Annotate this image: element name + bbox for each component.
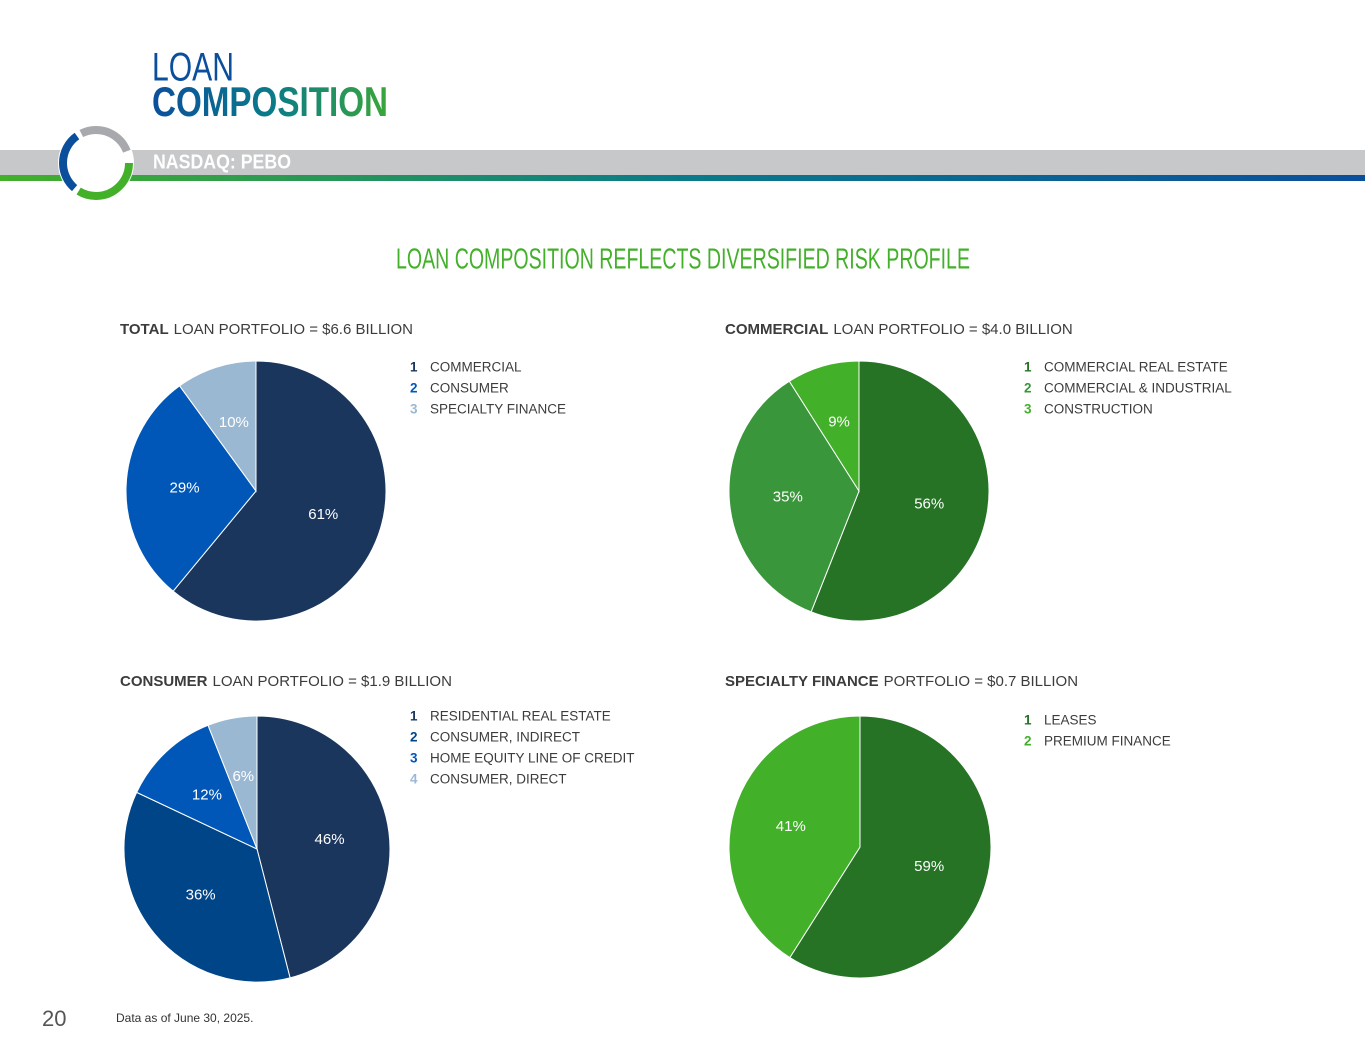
legend-label: CONSUMER, DIRECT: [430, 772, 567, 787]
chart-title: TOTAL LOAN PORTFOLIO = $6.6 BILLION: [120, 321, 413, 338]
value-label: 6%: [232, 768, 254, 785]
value-label: 10%: [219, 414, 249, 431]
value-label: 9%: [828, 413, 850, 430]
chart-title-rest: LOAN PORTFOLIO = $6.6 BILLION: [174, 321, 413, 338]
value-label: 46%: [315, 831, 345, 848]
footnote: Data as of June 30, 2025.: [116, 1011, 253, 1025]
legend-number: 1: [410, 709, 418, 724]
legend-label: CONSUMER, INDIRECT: [430, 730, 580, 745]
value-label: 36%: [186, 887, 216, 904]
legend-number: 1: [1024, 713, 1032, 728]
pie-slice: [728, 715, 861, 959]
legend-label: COMMERCIAL & INDUSTRIAL: [1044, 381, 1232, 396]
legend-label: COMMERCIAL: [430, 360, 522, 375]
chart-title-bold: SPECIALTY FINANCE: [725, 673, 879, 690]
pie-slice: [135, 724, 258, 850]
value-label: 59%: [914, 858, 944, 875]
title-line2: COMPOSITION: [152, 78, 388, 125]
pie-slice: [810, 360, 990, 622]
value-label: 29%: [170, 480, 200, 497]
pie-slice: [789, 715, 992, 979]
value-label: 41%: [776, 818, 806, 835]
logo: [58, 125, 134, 201]
header-line: [0, 175, 1365, 181]
legend-label: SPECIALTY FINANCE: [430, 402, 566, 417]
legend-number: 2: [410, 381, 418, 396]
legend-number: 3: [1024, 402, 1032, 417]
value-label: 35%: [773, 489, 803, 506]
legend-number: 2: [1024, 381, 1032, 396]
legend-number: 3: [410, 751, 418, 766]
chart-title-rest: LOAN PORTFOLIO = $4.0 BILLION: [833, 321, 1072, 338]
pie-slice: [256, 715, 391, 979]
pie-slice: [178, 360, 257, 493]
chart-title-rest: LOAN PORTFOLIO = $1.9 BILLION: [213, 673, 452, 690]
value-label: 56%: [914, 495, 944, 512]
legend-label: COMMERCIAL REAL ESTATE: [1044, 360, 1228, 375]
value-label: 61%: [308, 506, 338, 523]
ticker: NASDAQ: PEBO: [153, 151, 291, 173]
chart-title-bold: COMMERCIAL: [725, 321, 828, 338]
legend-label: CONSTRUCTION: [1044, 402, 1153, 417]
value-label: 12%: [192, 787, 222, 804]
chart-title: COMMERCIAL LOAN PORTFOLIO = $4.0 BILLION: [725, 321, 1073, 338]
page-number: 20: [42, 1006, 66, 1031]
legend-number: 2: [1024, 734, 1032, 749]
pie-slice: [728, 380, 860, 613]
chart-title-rest: PORTFOLIO = $0.7 BILLION: [884, 673, 1078, 690]
pie-slice: [125, 385, 257, 592]
pie-slice: [172, 360, 387, 622]
pie-slice: [788, 360, 860, 493]
chart-title: SPECIALTY FINANCE PORTFOLIO = $0.7 BILLIO…: [725, 673, 1078, 690]
legend-number: 4: [410, 772, 418, 787]
legend-label: HOME EQUITY LINE OF CREDIT: [430, 751, 635, 766]
header-bar: [0, 150, 1365, 175]
legend-label: RESIDENTIAL REAL ESTATE: [430, 709, 611, 724]
legend-number: 2: [410, 730, 418, 745]
subtitle: LOAN COMPOSITION REFLECTS DIVERSIFIED RI…: [396, 244, 970, 276]
pie-slice: [123, 791, 291, 983]
pie-slice: [207, 715, 258, 850]
legend-number: 1: [410, 360, 418, 375]
legend-label: PREMIUM FINANCE: [1044, 734, 1171, 749]
chart-title-bold: CONSUMER: [120, 673, 208, 690]
title-line1: LOAN: [152, 46, 234, 90]
legend-number: 1: [1024, 360, 1032, 375]
legend-label: LEASES: [1044, 713, 1097, 728]
chart-title-bold: TOTAL: [120, 321, 169, 338]
legend-number: 3: [410, 402, 418, 417]
legend-label: CONSUMER: [430, 381, 509, 396]
chart-title: CONSUMER LOAN PORTFOLIO = $1.9 BILLION: [120, 673, 452, 690]
